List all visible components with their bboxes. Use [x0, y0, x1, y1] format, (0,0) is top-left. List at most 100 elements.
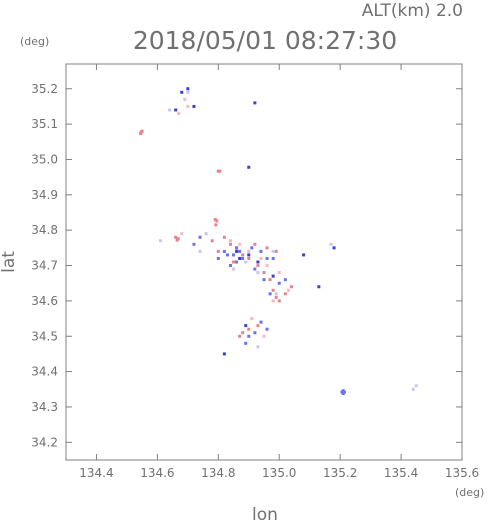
x-tick-label: 134.4: [79, 466, 113, 480]
data-point-red: [215, 219, 219, 223]
y-axis-label: lat: [0, 251, 19, 273]
data-point-red: [274, 249, 278, 253]
data-point-blue: [232, 253, 236, 257]
data-point-pink: [238, 242, 242, 246]
data-point-dark_blue: [186, 87, 190, 91]
data-point-red: [214, 223, 218, 227]
data-point-blue: [271, 256, 275, 260]
data-point-blue: [247, 334, 251, 338]
data-point-red: [139, 132, 143, 136]
data-point-blue: [262, 278, 266, 282]
chart-title: 2018/05/01 08:27:30: [133, 26, 397, 55]
data-point-pink: [186, 104, 190, 108]
data-point-pink: [265, 264, 269, 268]
data-point-dark_blue: [174, 108, 178, 112]
data-point-dark_blue: [247, 253, 251, 257]
data-point-lilac: [411, 387, 415, 391]
data-point-red: [256, 264, 260, 268]
data-point-blue: [228, 264, 232, 268]
data-point-dark_blue: [256, 260, 260, 264]
data-point-dark_blue: [332, 246, 336, 250]
x-tick-label: 135.4: [384, 466, 418, 480]
data-point-red: [268, 278, 272, 282]
data-point-red: [216, 169, 220, 173]
y-tick-label: 34.3: [31, 400, 58, 414]
y-tick-label: 34.5: [31, 329, 58, 343]
y-tick-label: 34.4: [31, 365, 58, 379]
data-point-pink: [180, 232, 184, 236]
data-point-pink: [228, 239, 232, 243]
data-point-blue: [238, 249, 242, 253]
data-point-blue: [235, 246, 239, 250]
data-point-lilac: [198, 249, 202, 253]
data-point-pink: [250, 317, 254, 321]
data-point-lilac: [274, 292, 278, 296]
data-point-dark_blue: [247, 165, 251, 169]
data-point-blue: [253, 267, 257, 271]
data-point-dark_blue: [238, 256, 242, 260]
data-point-lilac: [414, 384, 418, 388]
data-point-lilac: [244, 260, 248, 264]
data-point-dark_blue: [253, 101, 257, 105]
data-points: [139, 87, 418, 396]
data-point-lilac: [232, 267, 236, 271]
data-point-pink: [247, 249, 251, 253]
data-point-red: [289, 285, 293, 289]
data-point-red: [216, 249, 220, 253]
data-point-blue: [192, 242, 196, 246]
y-tick-label: 35.2: [31, 82, 58, 96]
data-point-red: [222, 235, 226, 239]
data-point-dark_blue: [244, 324, 248, 328]
x-tick-label: 135.2: [323, 466, 357, 480]
data-point-red: [283, 292, 287, 296]
y-tick-label: 34.8: [31, 223, 58, 237]
data-point-lilac: [168, 108, 172, 112]
data-point-red: [174, 235, 178, 239]
plot-frame: [65, 63, 463, 461]
data-point-red: [218, 169, 222, 173]
data-point-blue: [241, 256, 245, 260]
data-point-lilac: [329, 242, 333, 246]
data-point-dark_blue: [192, 104, 196, 108]
data-point-blue: [250, 246, 254, 250]
data-point-dark_blue: [271, 274, 275, 278]
x-tick-label: 135.6: [445, 466, 479, 480]
data-point-blue: [283, 278, 287, 282]
data-point-red: [232, 260, 236, 264]
data-point-red: [175, 238, 179, 242]
data-point-pink: [286, 288, 290, 292]
axis-ticks: 134.4 134.6 134.8 135.0 135.2 135.4 135.6 34.2 3…: [31, 64, 479, 480]
data-point-lilac: [256, 271, 260, 275]
data-point-dark_blue: [317, 285, 321, 289]
x-axis-label: lon: [252, 505, 278, 521]
data-point-red: [247, 327, 251, 331]
data-point-red: [213, 218, 217, 222]
data-point-blue: [225, 253, 229, 257]
data-point-lilac: [271, 249, 275, 253]
data-point-red: [140, 129, 144, 133]
data-point-red: [271, 288, 275, 292]
x-unit-label: (deg): [455, 486, 484, 499]
data-point-pink: [183, 97, 187, 101]
y-tick-label: 34.2: [31, 435, 58, 449]
data-point-blue: [268, 292, 272, 296]
data-point-blue: [265, 256, 269, 260]
data-point-blue: [235, 260, 239, 264]
data-point-red: [241, 253, 245, 257]
data-point-pink: [259, 256, 263, 260]
data-point-red: [247, 256, 251, 260]
data-point-blue: [259, 249, 263, 253]
data-point-blue: [198, 235, 202, 239]
data-point-pink: [277, 271, 281, 275]
data-point-pink: [271, 299, 275, 303]
data-point-blue: [253, 331, 257, 335]
data-point-lilac: [186, 90, 190, 94]
data-point-red: [210, 239, 214, 243]
altitude-label: ALT(km) 2.0: [362, 1, 463, 21]
data-point-dark_blue: [235, 249, 239, 253]
data-point-red: [241, 331, 245, 335]
data-point-red: [238, 334, 242, 338]
data-point-blue: [341, 389, 345, 393]
data-point-red: [253, 242, 257, 246]
